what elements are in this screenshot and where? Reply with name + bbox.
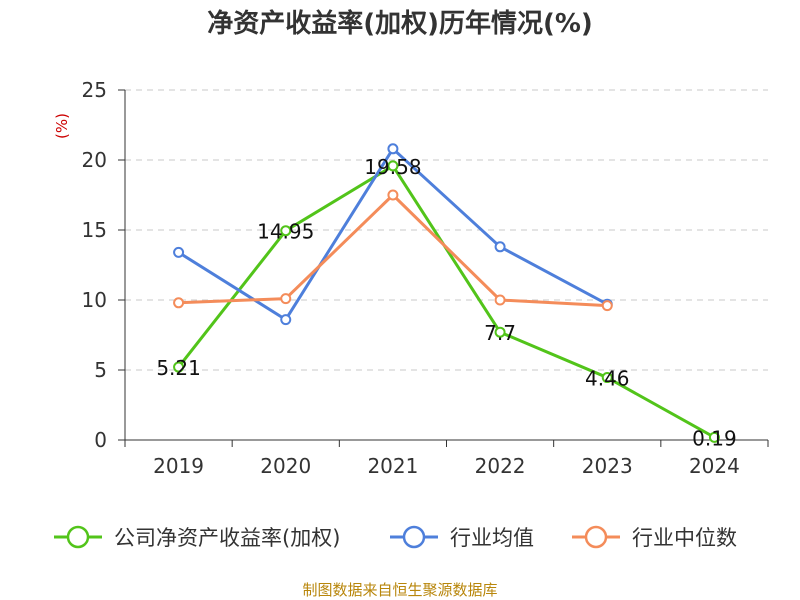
grid-lines (125, 89, 768, 371)
chart-title: 净资产收益率(加权)历年情况(%) (207, 8, 593, 39)
data-point (387, 143, 399, 155)
data-point (280, 293, 292, 305)
data-point (708, 431, 720, 443)
y-axis-unit: (%) (53, 113, 71, 139)
data-label: 4.46 (585, 367, 630, 391)
series-line (178, 193, 608, 308)
data-point (280, 314, 292, 326)
data-point (494, 326, 506, 338)
y-tick-label: 5 (94, 358, 107, 382)
series-group (173, 143, 720, 443)
data-point (173, 246, 185, 258)
x-tick-label: 2022 (475, 454, 526, 478)
legend-swatch-marker (584, 525, 608, 549)
data-point (387, 189, 399, 201)
y-tick-label: 20 (82, 148, 107, 172)
data-label: 14.95 (257, 220, 314, 244)
data-point (387, 160, 399, 172)
y-tick-label: 0 (94, 428, 107, 452)
data-labels: 5.21 14.95 19.58 7.7 4.46 0.19 (156, 155, 736, 450)
data-point (173, 297, 185, 309)
x-tick-label: 2021 (367, 454, 418, 478)
data-label: 7.7 (484, 321, 516, 345)
data-point (494, 294, 506, 306)
data-point (280, 225, 292, 237)
legend-label: 公司净资产收益率(加权) (114, 526, 340, 550)
x-tick-label: 2023 (582, 454, 633, 478)
y-tick-label: 10 (82, 288, 107, 312)
legend-swatch-marker (66, 525, 90, 549)
source-note: 制图数据来自恒生聚源数据库 (302, 581, 497, 599)
data-point (494, 241, 506, 253)
x-tick-label: 2024 (689, 454, 740, 478)
x-tick-label: 2020 (260, 454, 311, 478)
axes: 0 5 10 15 20 25 2019 2020 2021 2022 2023 2024 (82, 78, 769, 478)
data-point (601, 300, 613, 312)
data-point (601, 372, 613, 384)
data-label: 0.19 (692, 426, 737, 450)
y-tick-label: 25 (82, 78, 107, 102)
y-tick-label: 15 (82, 218, 107, 242)
legend-swatch-marker (402, 525, 426, 549)
legend-label: 行业均值 (450, 526, 534, 550)
x-tick-label: 2019 (153, 454, 204, 478)
legend: 公司净资产收益率(加权) 行业均值 行业中位数 (54, 525, 737, 550)
data-label: 5.21 (156, 356, 201, 380)
data-label: 19.58 (364, 155, 421, 179)
data-point (173, 361, 185, 373)
legend-label: 行业中位数 (632, 526, 737, 550)
